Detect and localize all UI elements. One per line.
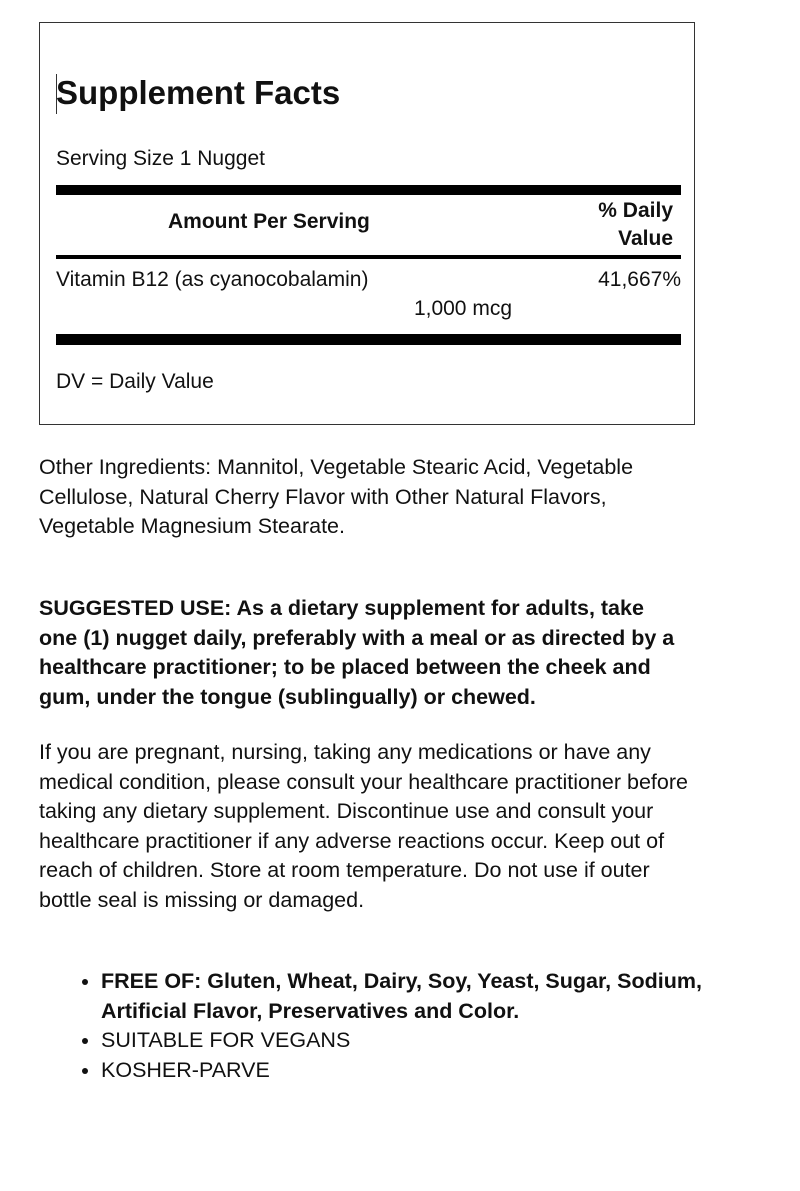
suggested-use: SUGGESTED USE: As a dietary supplement f… [39, 596, 675, 709]
other-ingredients: Other Ingredients: Mannitol, Vegetable S… [39, 455, 634, 538]
daily-value-header-line1: % Daily [598, 199, 673, 222]
daily-value-header: % Daily Value [598, 197, 673, 253]
thin-divider [56, 255, 681, 259]
nutrient-amount: 1,000 mcg [413, 297, 512, 320]
list-item: KOSHER-PARVE [101, 1056, 761, 1086]
list-item: FREE OF: Gluten, Wheat, Dairy, Soy, Yeas… [101, 967, 761, 1026]
panel-title: Supplement Facts [56, 74, 341, 111]
amount-per-serving-header: Amount Per Serving [168, 210, 370, 233]
dv-footnote: DV = Daily Value [56, 370, 214, 393]
list-item: SUITABLE FOR VEGANS [101, 1026, 761, 1056]
thick-divider [56, 334, 681, 345]
warning-text: If you are pregnant, nursing, taking any… [39, 740, 688, 912]
supplement-facts-panel [39, 22, 695, 425]
thick-divider [56, 185, 681, 195]
text-cursor [56, 74, 57, 114]
nutrient-daily-value: 41,667% [598, 268, 681, 291]
nutrient-name: Vitamin B12 (as cyanocobalamin) [56, 268, 369, 291]
feature-list: FREE OF: Gluten, Wheat, Dairy, Soy, Yeas… [39, 967, 761, 1085]
serving-size: Serving Size 1 Nugget [56, 147, 265, 170]
daily-value-header-line2: Value [618, 227, 673, 250]
